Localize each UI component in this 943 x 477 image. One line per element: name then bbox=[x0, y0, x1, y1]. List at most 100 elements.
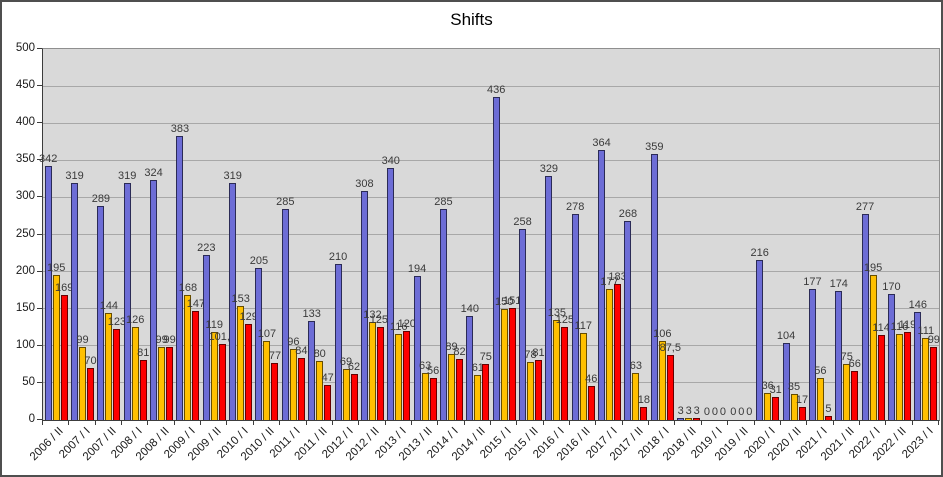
bar-blue: 205 bbox=[250, 255, 268, 420]
bar-group: 329 135 125 bbox=[540, 49, 574, 420]
bar-blue: 104 bbox=[777, 330, 795, 420]
bar-yellow: 117 bbox=[574, 321, 592, 420]
x-axis-tick bbox=[727, 420, 729, 425]
bar-yellow: 116 bbox=[390, 321, 408, 420]
bar-value-label: 119 bbox=[205, 318, 224, 331]
bar-red: 75 bbox=[480, 352, 492, 420]
bar-yellow: 153 bbox=[231, 294, 250, 420]
gridline bbox=[43, 122, 939, 124]
bar-blue: 285 bbox=[434, 196, 453, 420]
bar-value-label: 66 bbox=[848, 358, 861, 371]
bar-value-label: 3 bbox=[685, 404, 692, 417]
gridline bbox=[43, 159, 939, 161]
bar-group: 319 126 81 bbox=[118, 49, 149, 420]
bar-value-label: 146 bbox=[908, 298, 927, 311]
bar-group: 319 99 70 bbox=[65, 49, 97, 420]
bar-yellow: 69 bbox=[340, 356, 352, 420]
bar-value-label: 75 bbox=[479, 351, 492, 364]
bar-value-label: 81 bbox=[532, 346, 545, 359]
bar-value-label: 99 bbox=[163, 333, 176, 346]
bar-value-label: 78 bbox=[524, 349, 537, 362]
y-axis-tick bbox=[37, 85, 42, 87]
bar-blue: 364 bbox=[592, 137, 611, 420]
bar-red: 125, bbox=[370, 315, 391, 420]
bar-value-label: 210 bbox=[328, 251, 348, 264]
bar-yellow: 144 bbox=[100, 301, 118, 420]
bar-value-label: 84 bbox=[295, 344, 308, 357]
bar-yellow: 89 bbox=[445, 341, 458, 420]
bar-value-label: 340 bbox=[381, 154, 400, 167]
bar-value-label: 69 bbox=[339, 355, 353, 368]
bar-value-label: 169 bbox=[54, 281, 74, 294]
bar-value-label: 205 bbox=[249, 254, 269, 267]
bar-value-label: 77 bbox=[268, 349, 282, 362]
gridline bbox=[43, 345, 939, 347]
bar-value-label: 144 bbox=[99, 300, 119, 313]
bar-value-label: 111 bbox=[917, 324, 935, 337]
bar-value-label: 101,9 bbox=[208, 331, 237, 344]
chart-title: Shifts bbox=[450, 10, 493, 29]
bar-yellow: 107 bbox=[258, 328, 276, 420]
y-axis-label: 400 bbox=[15, 116, 35, 129]
bar-red: 31 bbox=[770, 385, 782, 420]
x-axis-tick bbox=[858, 420, 860, 425]
x-axis-tick bbox=[806, 420, 808, 425]
bar-red: 3 bbox=[693, 405, 701, 420]
bar-red: 129 bbox=[239, 312, 258, 420]
y-axis-label: 450 bbox=[15, 79, 35, 92]
y-axis-tick bbox=[37, 48, 42, 49]
bar-group: 170 116 119 bbox=[882, 49, 916, 420]
x-axis-tick bbox=[542, 420, 544, 425]
bar-group: 342 195 169 bbox=[39, 49, 73, 420]
bar-value-label: 87,5 bbox=[659, 342, 681, 355]
bar-value-label: 319 bbox=[223, 170, 242, 183]
bar-blue: 277 bbox=[856, 202, 874, 420]
y-axis-label: 300 bbox=[15, 190, 35, 203]
bar-value-label: 151 bbox=[502, 294, 522, 307]
bar-red: 17 bbox=[796, 395, 808, 420]
bar-yellow: 78 bbox=[524, 350, 537, 420]
bar-blue: 324 bbox=[144, 167, 163, 420]
bar-value-label: 359 bbox=[645, 140, 664, 153]
bar-value-label: 168 bbox=[178, 282, 198, 295]
bar-group: 308 132 125, bbox=[355, 49, 391, 420]
bar-red: 84 bbox=[295, 345, 307, 420]
bar-red: 18 bbox=[638, 394, 650, 420]
bar-red: 114 bbox=[872, 323, 890, 420]
bar-red: 81 bbox=[532, 347, 545, 420]
y-axis-tick bbox=[37, 344, 42, 346]
bar-value-label: 258 bbox=[513, 215, 532, 228]
bar-value-label: 174 bbox=[829, 277, 848, 290]
bar-value-label: 119 bbox=[898, 318, 917, 331]
gridline bbox=[43, 382, 939, 384]
bar-value-label: 436 bbox=[486, 83, 506, 96]
x-axis-tick bbox=[226, 420, 228, 425]
bar-value-label: 319 bbox=[65, 170, 84, 183]
bar-value-label: 0 bbox=[719, 406, 727, 418]
y-axis-label: 500 bbox=[15, 42, 35, 54]
bar-group: 177 56 5 bbox=[803, 49, 833, 420]
bar-value-label: 285 bbox=[434, 195, 453, 208]
bar-yellow: 96 bbox=[287, 336, 299, 420]
bar-value-label: 47 bbox=[321, 372, 334, 385]
x-axis-tick bbox=[42, 420, 43, 425]
x-axis-tick bbox=[621, 420, 623, 425]
x-axis-tick bbox=[911, 420, 913, 425]
y-axis-tick bbox=[37, 159, 42, 161]
bar-red: 77 bbox=[269, 350, 281, 420]
bar-yellow: 99 bbox=[76, 334, 89, 420]
bar-value-label: 99 bbox=[76, 333, 89, 346]
bar-value-label: 75 bbox=[840, 351, 853, 364]
bar-red: 147 bbox=[187, 298, 205, 420]
bar-group: 104 35 17 bbox=[777, 49, 808, 420]
bar-yellow: 3 bbox=[685, 405, 693, 420]
bar-blue: 359 bbox=[645, 141, 663, 420]
bar-group: 258 78 81 bbox=[513, 49, 545, 420]
bar-red: 123 bbox=[108, 316, 126, 420]
bar-red: 62 bbox=[348, 362, 360, 420]
x-axis-tick bbox=[779, 420, 781, 425]
bar-value-label: 194 bbox=[407, 263, 427, 276]
y-axis-label: 250 bbox=[15, 227, 35, 240]
y-axis-label: 50 bbox=[22, 375, 35, 388]
